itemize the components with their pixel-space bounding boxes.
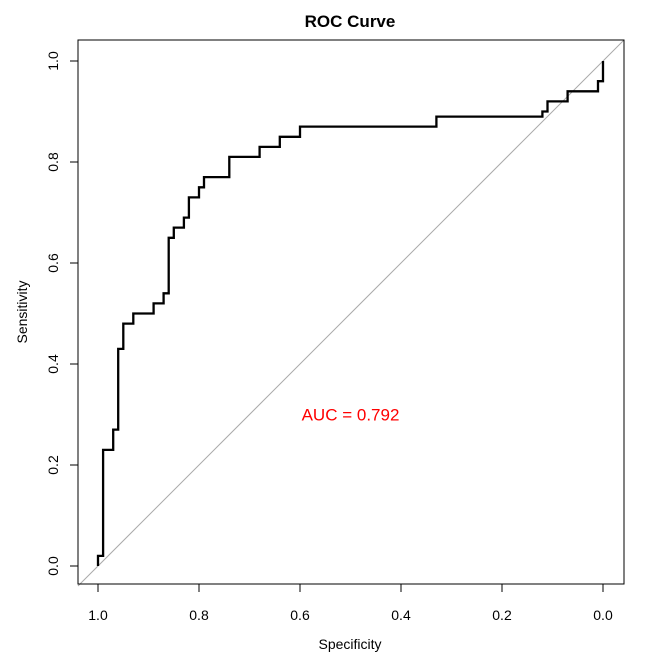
x-tick-label: 0.0 [593,607,613,623]
auc-annotation: AUC = 0.792 [302,406,400,425]
reference-diagonal-line [77,39,625,587]
y-tick-label: 0.8 [45,152,61,172]
x-tick-label: 1.0 [88,607,108,623]
y-tick-label: 0.6 [45,253,61,273]
y-tick-label: 0.0 [45,556,61,576]
chart-title: ROC Curve [305,12,396,31]
y-tick-label: 0.4 [45,354,61,374]
y-tick-label: 1.0 [45,51,61,71]
y-tick-label: 0.2 [45,455,61,475]
x-axis-label: Specificity [318,636,381,652]
x-tick-label: 0.8 [189,607,209,623]
x-tick-label: 0.6 [290,607,310,623]
x-tick-label: 0.4 [391,607,411,623]
x-axis: 1.0 0.8 0.6 0.4 0.2 0.0 [88,583,613,623]
x-tick-label: 0.2 [492,607,512,623]
y-axis-label: Sensitivity [14,280,30,343]
roc-curve-line [96,61,605,566]
y-axis: 0.0 0.2 0.4 0.6 0.8 1.0 [45,51,79,576]
